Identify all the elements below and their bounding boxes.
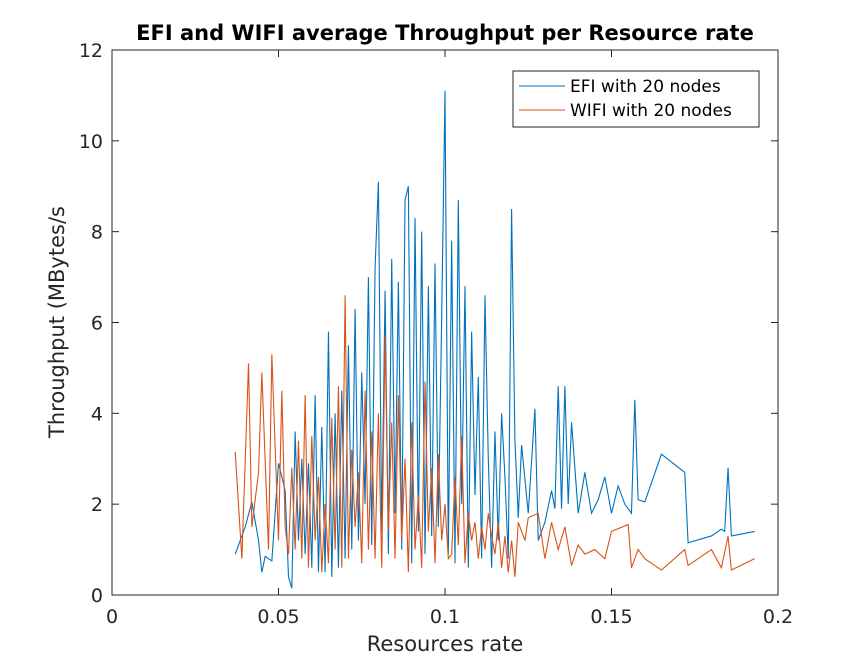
y-tick-label: 4 [91, 403, 103, 425]
y-tick-label: 6 [91, 313, 103, 335]
y-tick-label: 8 [91, 222, 103, 244]
y-tick-label: 0 [91, 585, 103, 607]
chart-title: EFI and WIFI average Throughput per Reso… [136, 21, 754, 45]
y-tick-label: 10 [79, 131, 103, 153]
data-line [234, 295, 755, 577]
y-tick-label: 2 [91, 494, 103, 516]
x-tick-label: 0.1 [430, 606, 460, 628]
y-tick-label: 12 [79, 40, 103, 62]
y-axis-label: Throughput (MBytes/s [45, 206, 69, 439]
x-tick-label: 0.05 [257, 606, 299, 628]
x-axis-label: Resources rate [367, 632, 524, 656]
legend-label: WIFI with 20 nodes [570, 101, 732, 121]
x-tick-label: 0 [106, 606, 118, 628]
data-line [234, 90, 755, 589]
legend-label: EFI with 20 nodes [570, 77, 721, 97]
legend-box [512, 70, 760, 128]
x-tick-label: 0.2 [763, 606, 793, 628]
x-tick-label: 0.15 [590, 606, 632, 628]
